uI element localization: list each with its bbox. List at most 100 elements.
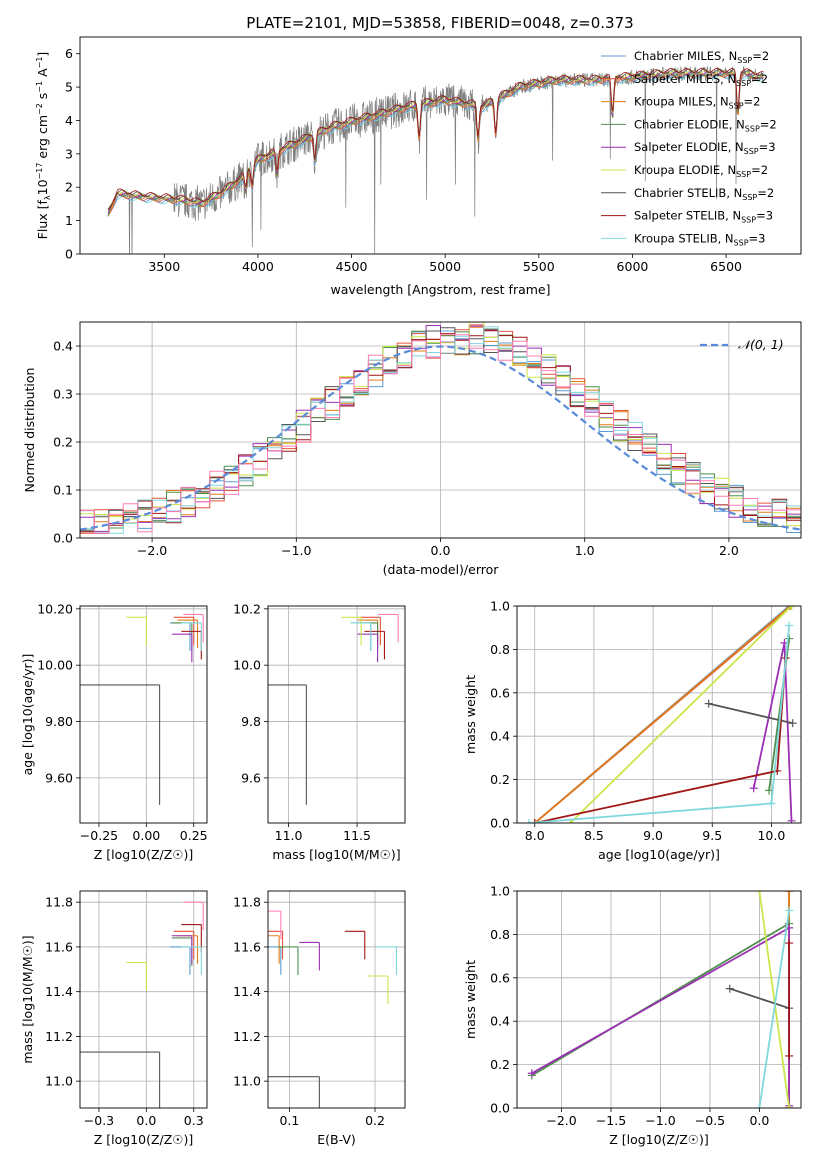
y-tick-label: 11.8 bbox=[45, 895, 73, 910]
y-tick-label: 11.0 bbox=[45, 1074, 73, 1089]
y-axis-label: Normed distribution bbox=[22, 368, 37, 493]
x-tick-label: 0.25 bbox=[180, 828, 208, 843]
panel-3: 11.0 11.5 9.6 9.8 10.0 10.2 mass [log10(M/M☉)] bbox=[233, 601, 406, 862]
x-tick-label: 0.2 bbox=[365, 1113, 385, 1128]
y-tick-label: 0.1 bbox=[53, 483, 73, 498]
legend-subscript: SSP bbox=[742, 193, 757, 202]
weight-marker bbox=[788, 719, 797, 728]
y-tick-label: 11.2 bbox=[45, 1029, 73, 1044]
legend-rest: =2 bbox=[751, 163, 768, 177]
y-tick-label: 0.3 bbox=[53, 387, 73, 402]
markers bbox=[268, 613, 399, 805]
weight-marker bbox=[527, 1069, 536, 1078]
axes-frame bbox=[267, 605, 406, 824]
x-tick-label: −0.5 bbox=[695, 1113, 725, 1128]
model-spectrum-salpeter-stelib bbox=[107, 67, 764, 211]
legend-entry: Chabrier STELIB, NSSP=2 bbox=[634, 186, 774, 202]
x-tick-label: 3500 bbox=[148, 259, 180, 274]
legend-subscript: SSP bbox=[736, 79, 751, 88]
x-tick-label: 9.5 bbox=[702, 828, 722, 843]
x-axis-label: mass [log10(M/M☉)] bbox=[272, 847, 400, 862]
legend-rest: =2 bbox=[757, 186, 774, 200]
markers bbox=[80, 613, 204, 805]
legend-entry: Kroupa ELODIE, NSSP=2 bbox=[634, 163, 768, 179]
x-axis-label: age [log10(age/yr)] bbox=[598, 847, 720, 862]
legend-rest: =3 bbox=[749, 231, 766, 245]
legend-subscript: SSP bbox=[745, 124, 760, 133]
x-tick-label: 0.0 bbox=[431, 543, 451, 558]
weight-marker bbox=[785, 621, 794, 630]
weight-marker bbox=[785, 939, 794, 948]
panel-2: −0.25 0.00 0.25 9.60 9.80 10.00 10.20 Z [log10(… bbox=[20, 601, 208, 862]
x-tick-label: 6500 bbox=[710, 259, 742, 274]
y-axis-label: mass [log10(M/M☉)] bbox=[20, 935, 35, 1063]
x-tick-label: −1.0 bbox=[645, 1113, 675, 1128]
weight-marker bbox=[787, 606, 796, 610]
legend-rest: =2 bbox=[744, 95, 761, 109]
weight-marker bbox=[755, 891, 764, 895]
legend-subscript: SSP bbox=[741, 216, 756, 225]
x-axis-label: wavelength [Angstrom, rest frame] bbox=[330, 282, 550, 297]
y-tick-label: 0.0 bbox=[53, 531, 73, 546]
legend-entry: 𝒩(0, 1) bbox=[738, 337, 784, 352]
x-tick-label: −1.5 bbox=[596, 1113, 626, 1128]
y-tick-label: 0.0 bbox=[490, 816, 510, 831]
panel-4: 8.0 8.5 9.0 9.5 10.0 0.0 0.2 0.4 0.6 0.8 1.0 age [l… bbox=[463, 599, 802, 862]
x-tick-label: −0.25 bbox=[80, 828, 118, 843]
weight-marker bbox=[749, 784, 758, 793]
weight-marker bbox=[530, 819, 539, 823]
weight-line-kroupa-elodie bbox=[569, 606, 793, 823]
legend-entry: Salpeter MILES, NSSP=2 bbox=[634, 72, 768, 88]
weight-marker bbox=[785, 906, 794, 915]
x-axis-label: Z [log10(Z/Z☉)] bbox=[94, 1132, 194, 1147]
y-tick-label: 0.4 bbox=[490, 729, 510, 744]
y-tick-label: 4 bbox=[65, 113, 73, 128]
weight-marker bbox=[785, 634, 794, 643]
x-axis-label: Z [log10(Z/Z☉)] bbox=[609, 1132, 709, 1147]
weight-line-chabrier-stelib bbox=[708, 702, 793, 725]
weight-marker bbox=[785, 891, 794, 895]
weight-marker bbox=[755, 1104, 764, 1108]
x-axis-label: E(B-V) bbox=[317, 1132, 356, 1147]
x-axis-label: Z [log10(Z/Z☉)] bbox=[94, 847, 194, 862]
legend-rest: =3 bbox=[759, 140, 776, 154]
legend-subscript: SSP bbox=[744, 147, 759, 156]
weight-line-chabrier-elodie bbox=[531, 922, 790, 1077]
legend-subscript: SSP bbox=[729, 102, 744, 111]
x-tick-label: 5500 bbox=[523, 259, 555, 274]
legend-entry: Salpeter STELIB, NSSP=3 bbox=[634, 209, 773, 225]
weight-marker bbox=[704, 699, 713, 708]
y-tick-label: 9.60 bbox=[45, 770, 73, 785]
y-tick-label: 2 bbox=[65, 180, 73, 195]
legend-rest: =2 bbox=[751, 72, 768, 86]
y-tick-label: 1.0 bbox=[490, 884, 510, 899]
weight-line-kroupa-miles bbox=[534, 606, 791, 823]
x-tick-label: 5000 bbox=[429, 259, 461, 274]
y-axis-label: mass weight bbox=[463, 675, 478, 754]
x-tick-label: 4000 bbox=[242, 259, 274, 274]
y-tick-label: 1.0 bbox=[490, 599, 510, 614]
panels: 3500 4000 4500 5000 5500 6000 6500 0 1 2 3 4 5 6 Chabr… bbox=[20, 36, 802, 1147]
x-tick-label: 9.0 bbox=[643, 828, 663, 843]
x-tick-label: 8.0 bbox=[525, 828, 545, 843]
y-tick-label: 1 bbox=[65, 213, 73, 228]
legend-rest: =2 bbox=[752, 49, 769, 63]
x-tick-label: 0.0 bbox=[136, 1113, 156, 1128]
y-tick-label: 9.6 bbox=[241, 770, 261, 785]
x-tick-label: 11.5 bbox=[343, 828, 371, 843]
legend-subscript: SSP bbox=[736, 170, 751, 179]
y-tick-label: 11.2 bbox=[233, 1029, 261, 1044]
legend-rest: =2 bbox=[760, 117, 777, 131]
model-spectrum-chabrier-miles bbox=[107, 73, 764, 215]
axes-frame bbox=[79, 321, 802, 539]
y-tick-label: 11.4 bbox=[233, 984, 261, 999]
histograms bbox=[80, 322, 801, 534]
y-tick-label: 0.4 bbox=[490, 1014, 510, 1029]
weight-marker bbox=[786, 606, 795, 610]
y-tick-label: 0.6 bbox=[490, 970, 510, 985]
y-tick-label: 0 bbox=[65, 247, 73, 262]
weight-marker bbox=[785, 1051, 794, 1060]
residual-panel: −2.0 −1.0 0.0 1.0 2.0 0.0 0.1 0.2 0.3 0.4 𝒩(0, 1) (… bbox=[22, 321, 802, 577]
axes-frame bbox=[79, 36, 802, 255]
normal-curve bbox=[80, 345, 801, 531]
